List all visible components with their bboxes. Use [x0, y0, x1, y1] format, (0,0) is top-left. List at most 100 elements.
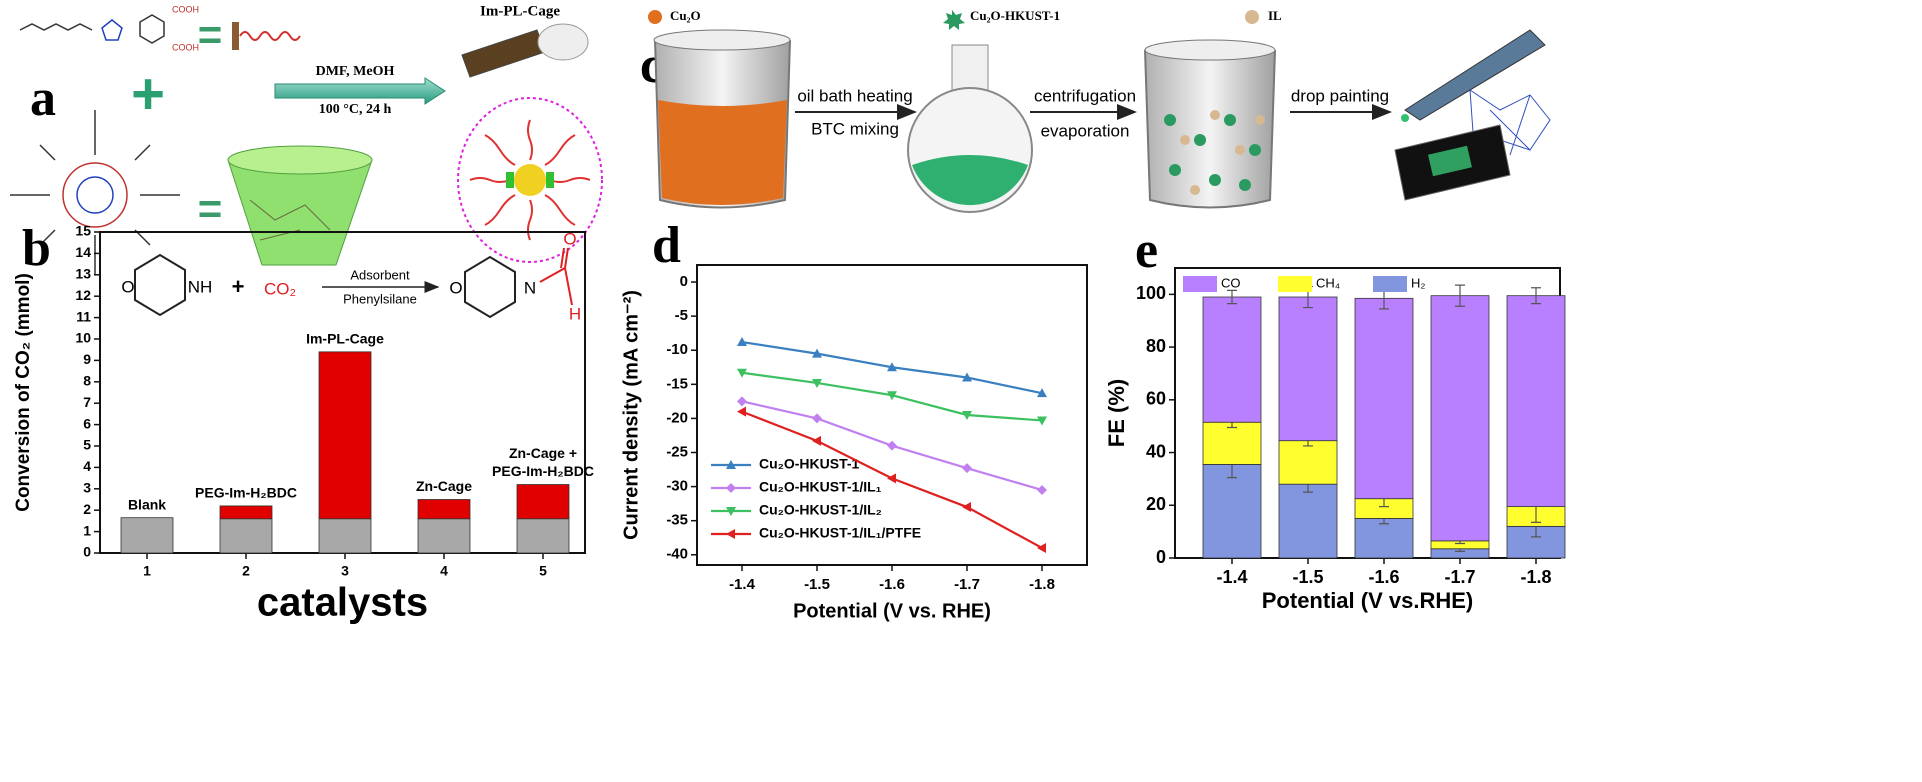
panel-label: d [652, 217, 681, 274]
x-tick-label: 3 [341, 563, 349, 579]
bar-segment [1278, 296, 1338, 442]
y-tick-label: 0 [83, 544, 91, 560]
step-text: evaporation [1041, 121, 1130, 140]
reagent-label: CO₂ [264, 279, 296, 298]
bar-segment [219, 505, 273, 520]
y-tick-label: 13 [75, 266, 91, 282]
data-point [737, 337, 747, 347]
y-tick-label: 80 [1146, 336, 1166, 356]
equals-sign: = [198, 185, 223, 232]
y-tick-label: 6 [83, 415, 91, 431]
x-tick-label: -1.8 [1029, 576, 1055, 593]
x-tick-label: -1.4 [1216, 567, 1247, 587]
y-tick-label: 3 [83, 480, 91, 496]
atom-label: NH [188, 277, 213, 296]
x-tick-label: -1.5 [804, 576, 830, 593]
data-point [1037, 388, 1047, 398]
y-tick-label: -25 [666, 443, 688, 460]
y-tick-label: 12 [75, 287, 91, 303]
legend-marker [726, 507, 736, 516]
scheme-c: c Cu₂O Cu₂O-HKUST-1 IL oil bath heating … [640, 8, 1551, 213]
bar-segment [219, 518, 273, 554]
bar-label: Zn-Cage + [509, 445, 577, 461]
x-tick-label: -1.6 [879, 576, 905, 593]
y-axis-label: FE (%) [1104, 379, 1129, 447]
condition-text: 100 °C, 24 h [319, 102, 392, 117]
y-tick-label: 9 [83, 351, 91, 367]
y-tick-label: 2 [83, 501, 91, 517]
x-tick-label: 2 [242, 563, 250, 579]
y-tick-label: -30 [666, 478, 688, 495]
step-text: oil bath heating [797, 86, 912, 105]
x-tick-label: 4 [440, 563, 448, 579]
error-bar [1531, 287, 1541, 305]
legend-text: Cu₂O-HKUST-1/IL₁/PTFE [759, 525, 921, 541]
x-tick-label: 5 [539, 563, 547, 579]
step-text: centrifugation [1034, 86, 1136, 105]
bar-segment [120, 517, 174, 554]
bar-label: Zn-Cage [416, 478, 472, 494]
legend-text: Cu₂O-HKUST-1 [970, 8, 1060, 23]
bar-segment [1278, 440, 1338, 485]
bar-segment [1202, 421, 1262, 465]
arrow-text: Phenylsilane [343, 291, 417, 306]
data-point [1037, 542, 1046, 553]
scheme-a: COOH COOH = + = DMF, MeOH 100 °C, 24 h I… [10, 3, 603, 275]
legend-marker [726, 483, 736, 493]
arrow-text: Adsorbent [350, 267, 410, 282]
bar-segment [1354, 518, 1414, 559]
legend-text: IL [1268, 8, 1282, 23]
panel-label: a [30, 70, 56, 127]
data-point [812, 413, 822, 424]
y-tick-label: 1 [83, 522, 91, 538]
y-tick-label: 4 [83, 458, 91, 474]
data-point [887, 440, 897, 451]
y-tick-label: -35 [666, 512, 688, 529]
x-axis-label: catalysts [257, 581, 428, 625]
y-tick-label: -5 [675, 307, 688, 324]
legend-swatch [1278, 276, 1312, 292]
y-tick-label: 11 [76, 308, 91, 324]
data-point [887, 362, 897, 372]
bar-segment [1430, 295, 1490, 542]
y-tick-label: 10 [75, 330, 91, 346]
error-bar [1455, 284, 1465, 307]
data-point [962, 463, 972, 474]
data-point [1037, 416, 1047, 426]
data-point [962, 372, 972, 382]
data-point [962, 502, 971, 513]
bar-segment [417, 499, 471, 520]
step-text: drop painting [1291, 86, 1389, 105]
bar-segment [1506, 295, 1566, 507]
condition-text: DMF, MeOH [316, 64, 395, 79]
data-point [887, 473, 896, 484]
bar-segment [1354, 297, 1414, 500]
y-tick-label: -40 [666, 546, 688, 563]
data-point [737, 396, 747, 407]
x-axis-label: Potential (V vs.RHE) [1262, 588, 1473, 613]
y-tick-label: 8 [83, 373, 91, 389]
reaction-scheme: O NH + CO₂ Adsorbent Phenylsilane O N O … [121, 229, 581, 323]
x-tick-label: -1.4 [729, 576, 756, 593]
y-axis-label: Conversion of CO₂ (mmol) [13, 273, 34, 512]
bar-segment [417, 518, 471, 554]
cooh-label: COOH [172, 42, 199, 52]
cooh-label: COOH [172, 4, 199, 14]
data-point [1037, 485, 1047, 495]
x-tick-label: 1 [143, 563, 151, 579]
plus-sign: + [232, 274, 245, 299]
error-bar [1227, 289, 1237, 305]
bar-segment [318, 351, 372, 520]
y-tick-label: 0 [680, 273, 688, 290]
plot-frame [696, 264, 1088, 566]
bar-label: PEG-Im-H₂BDC [492, 463, 594, 479]
x-tick-label: -1.7 [954, 576, 980, 593]
legend-marker [726, 529, 735, 539]
y-tick-label: 20 [1146, 494, 1166, 514]
bar-label: Im-PL-Cage [306, 331, 384, 347]
data-point [737, 368, 747, 378]
equals-sign: = [198, 11, 223, 58]
y-axis-label: Current density (mA cm⁻²) [620, 290, 642, 540]
bar-segment [1202, 464, 1262, 559]
